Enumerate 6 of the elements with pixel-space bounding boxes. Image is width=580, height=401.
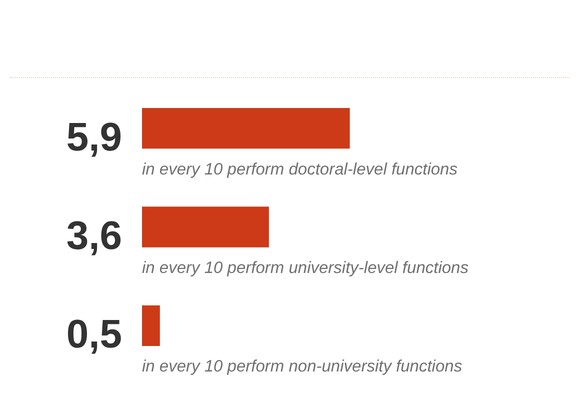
y-tick-label: in every 10 perform university-level functions <box>142 259 468 277</box>
data-label: 3,6 <box>66 214 122 258</box>
y-tick-label: in every 10 perform doctoral-level functions <box>142 160 458 178</box>
data-label: 5,9 <box>66 115 122 160</box>
y-tick-label: in every 10 perform non-university functions <box>142 358 462 376</box>
data-label: 0,5 <box>66 312 122 357</box>
